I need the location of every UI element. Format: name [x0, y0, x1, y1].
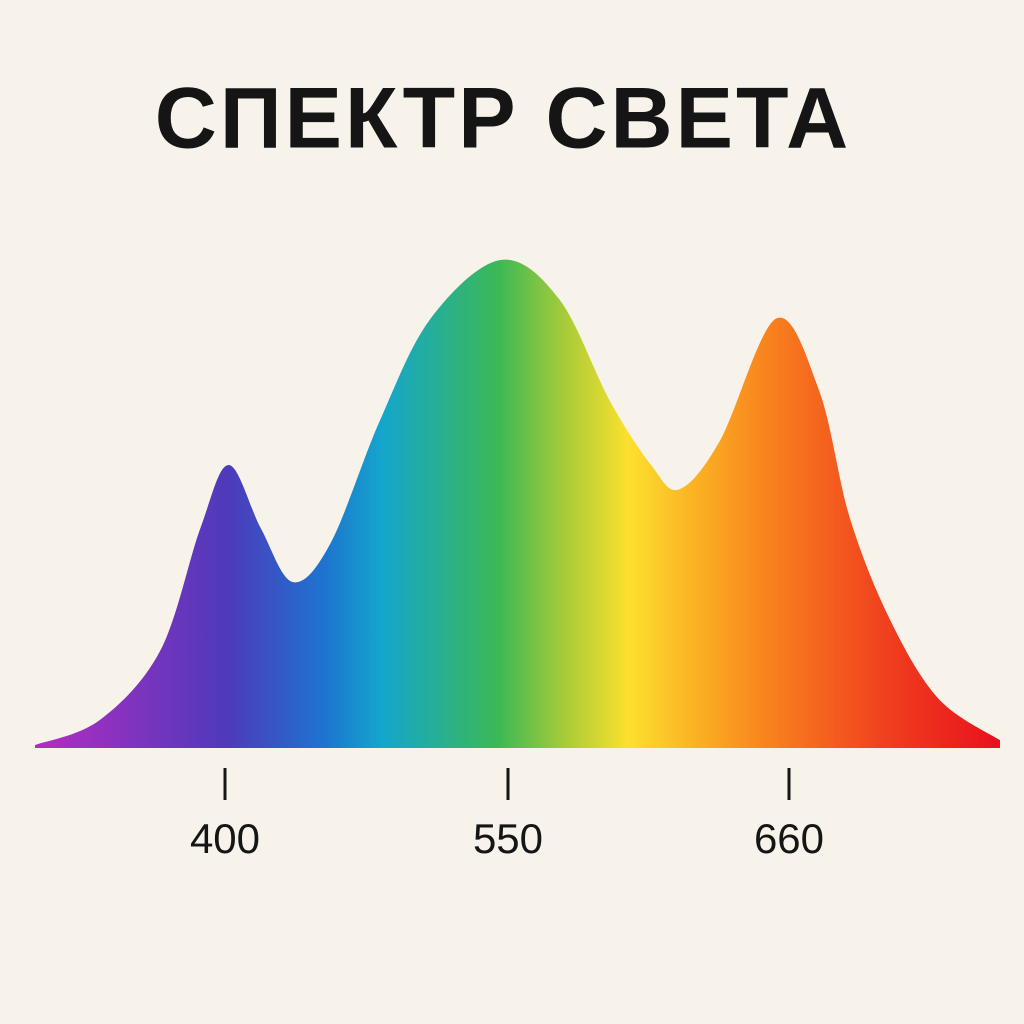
x-tick-label: 550	[473, 815, 543, 862]
x-tick-label: 660	[754, 815, 824, 862]
spectrum-area	[35, 259, 1000, 748]
x-tick-label: 400	[190, 815, 260, 862]
chart-title: СПЕКТР СВЕТА	[155, 71, 852, 167]
